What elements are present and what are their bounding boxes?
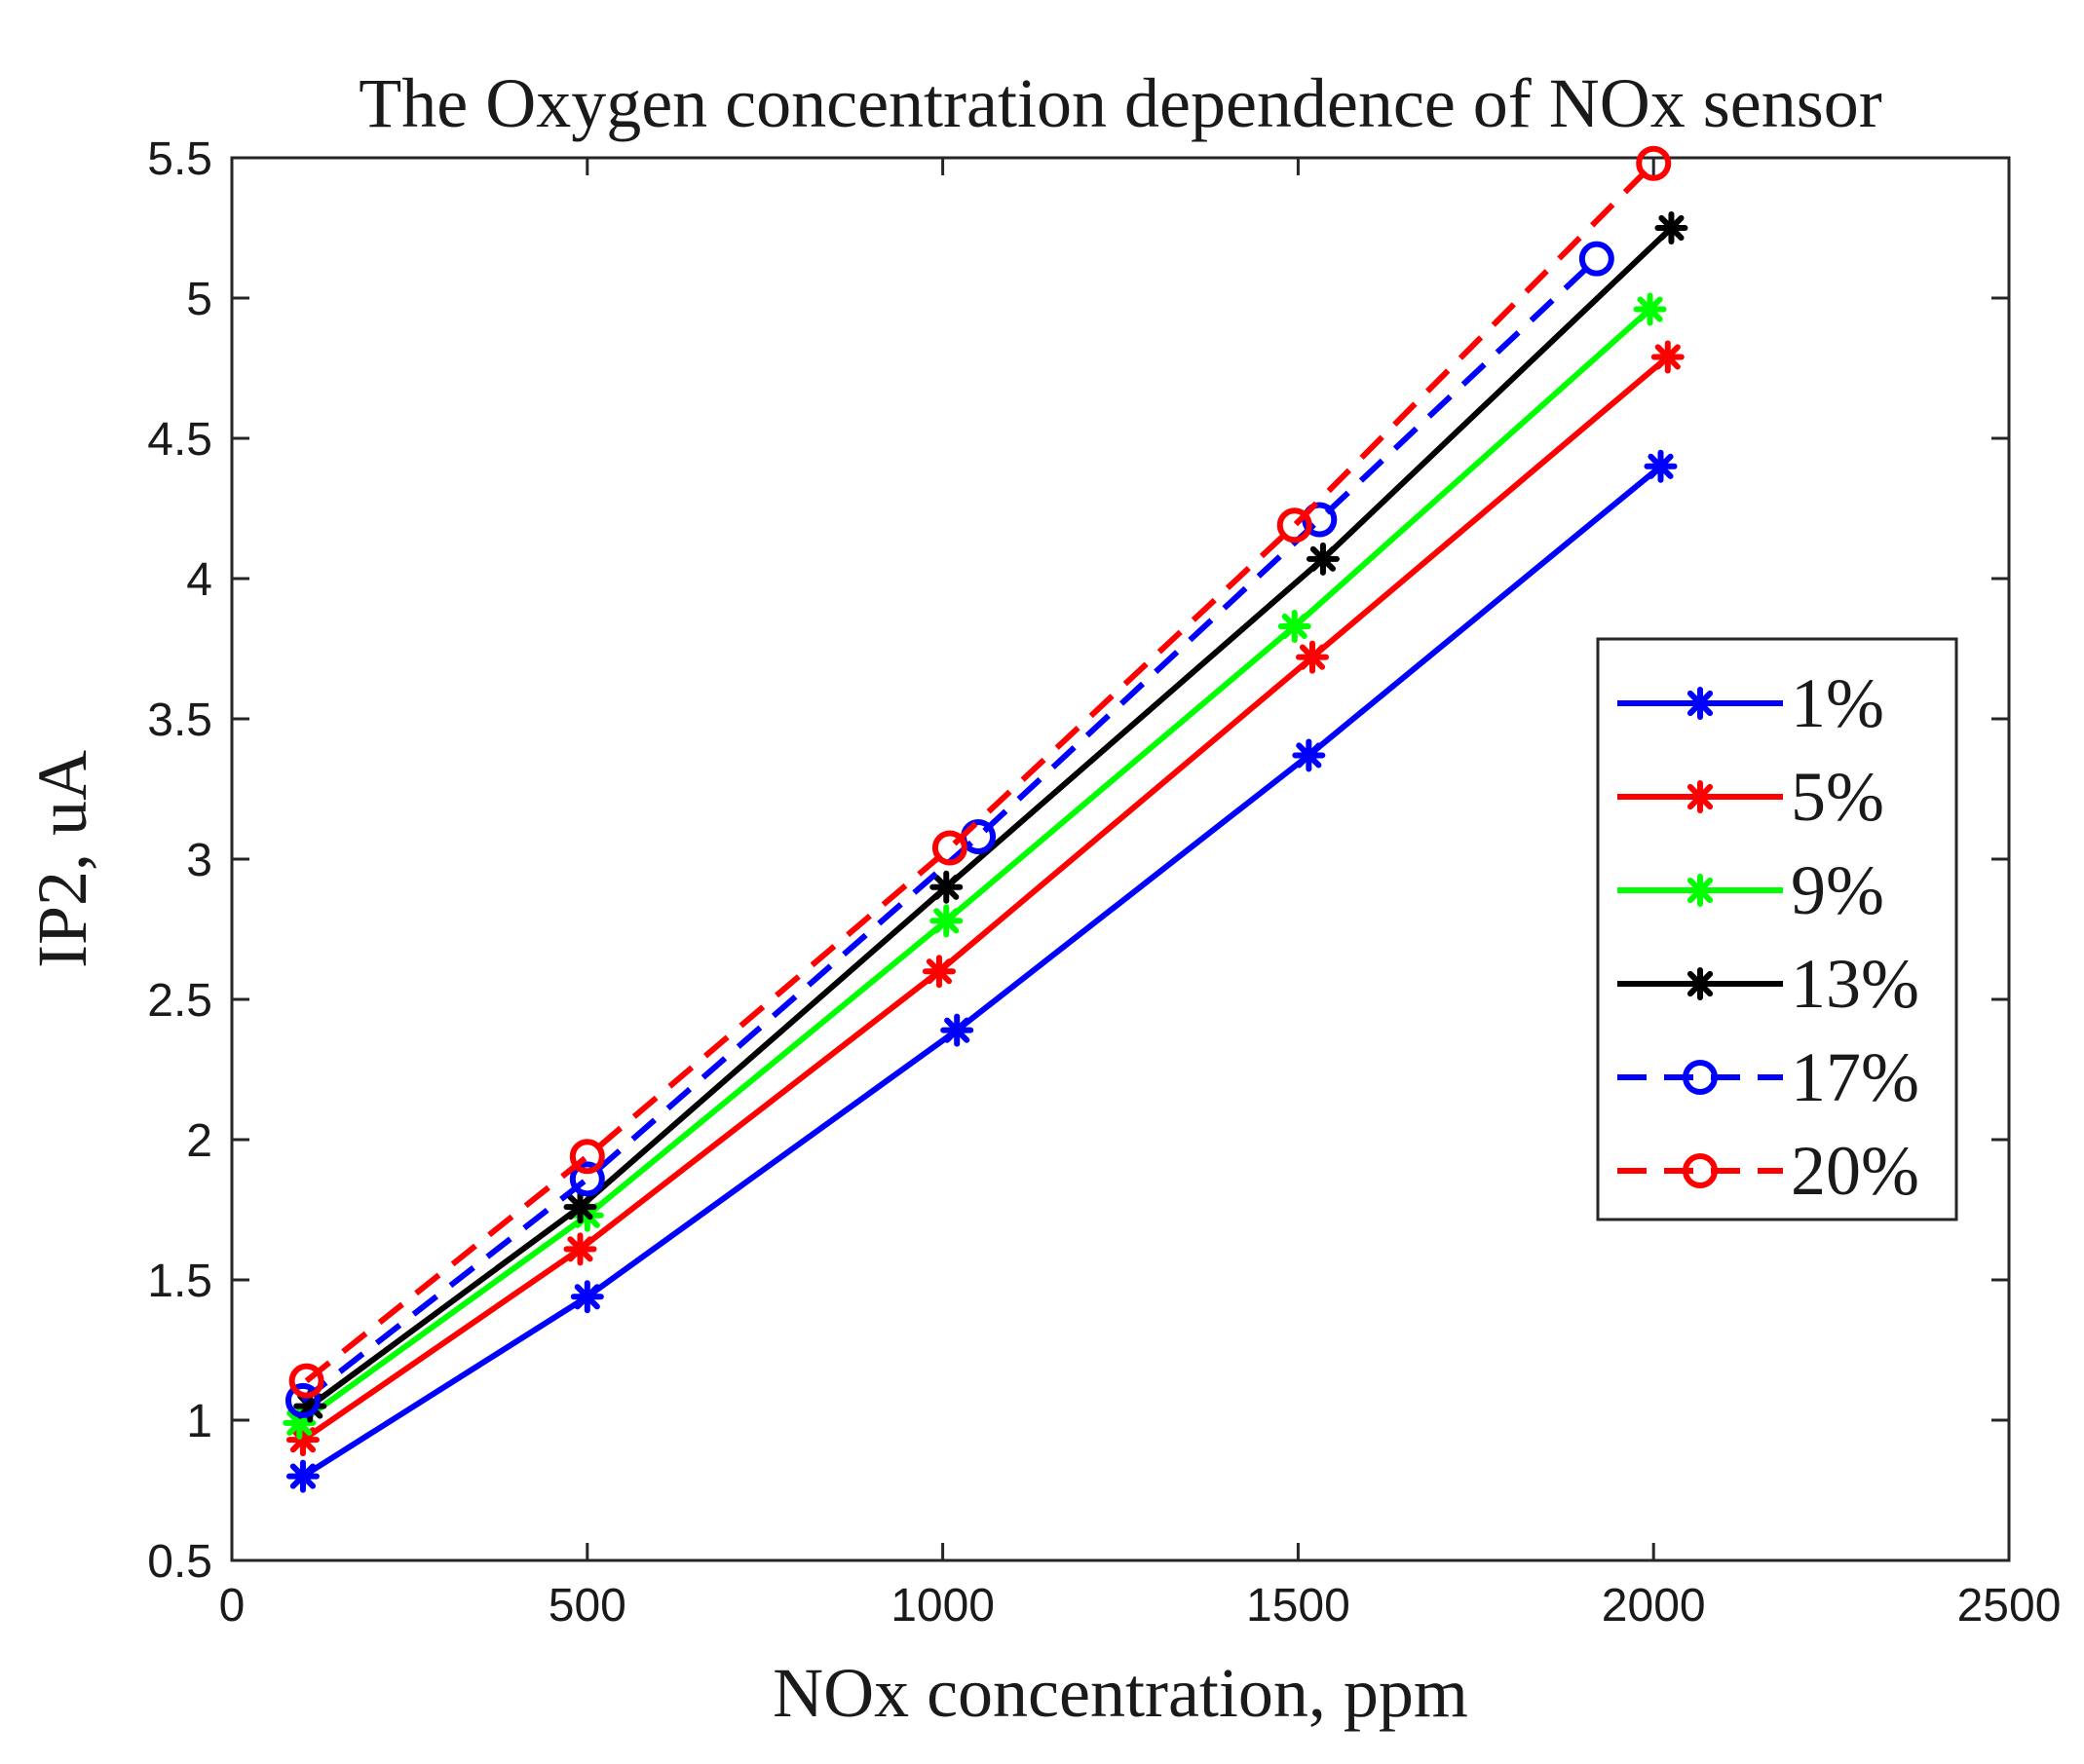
legend-box: [1596, 637, 1958, 1221]
y-tick-label: 1: [186, 1396, 212, 1447]
marker-stroke: [574, 1284, 600, 1310]
series-layer: [283, 145, 1688, 1493]
legend-item: 1%: [1617, 664, 1884, 742]
marker-stroke: [1648, 453, 1674, 479]
y-tick-label: 4.5: [147, 414, 212, 466]
series-1-pct: [285, 449, 1678, 1493]
marker-stroke: [289, 1463, 317, 1489]
y-tick-label: 5: [186, 274, 212, 325]
legend-marker: [1684, 687, 1717, 720]
y-tick-label: 1.5: [147, 1256, 212, 1307]
data-point: [1302, 502, 1338, 538]
data-point: [288, 1363, 324, 1399]
marker-stroke: [1686, 783, 1714, 810]
x-tick-label: 500: [549, 1580, 626, 1632]
marker-stroke: [1296, 742, 1322, 769]
marker-stroke: [933, 908, 960, 934]
marker-stroke: [1299, 644, 1326, 670]
data-point: [1277, 609, 1311, 643]
data-point: [1276, 507, 1312, 544]
data-point: [570, 1280, 604, 1314]
marker-stroke: [926, 958, 953, 985]
data-point: [285, 1459, 320, 1493]
y-tick-label: 2: [186, 1115, 212, 1167]
legend-items: 1% 5% 9% 13% 17% 20%: [1617, 664, 1919, 1210]
marker-stroke: [944, 1017, 970, 1043]
data-point: [1295, 640, 1329, 674]
legend: 1% 5% 9% 13% 17% 20%: [1596, 637, 1958, 1221]
y-tick-label: 2.5: [147, 975, 212, 1027]
data-point: [1650, 340, 1685, 374]
y-tick-label: 3: [186, 835, 212, 886]
marker-stroke: [1686, 877, 1714, 904]
legend-label: 17%: [1791, 1038, 1919, 1116]
x-axis-ticks: 0 500 1000 1500 2000 2500: [219, 158, 2062, 1632]
series-line: [304, 161, 1656, 1384]
legend-marker: [1684, 967, 1717, 1000]
data-point: [1292, 738, 1326, 772]
data-point: [1644, 449, 1678, 483]
data-point: [569, 1161, 605, 1197]
legend-item: 5%: [1617, 758, 1884, 836]
data-point: [940, 1013, 974, 1047]
series-5-pct: [285, 340, 1685, 1457]
data-point: [1636, 145, 1672, 181]
legend-item: 17%: [1617, 1038, 1919, 1116]
legend-label: 1%: [1791, 664, 1884, 742]
data-point: [563, 1190, 597, 1224]
legend-item: 20%: [1617, 1132, 1919, 1210]
legend-label: 20%: [1791, 1132, 1919, 1210]
y-tick-label: 0.5: [147, 1536, 212, 1588]
y-tick-label: 4: [186, 554, 212, 606]
x-tick-label: 0: [219, 1580, 246, 1632]
marker-stroke: [1654, 344, 1681, 370]
data-point: [1654, 211, 1688, 244]
data-point: [1306, 542, 1340, 576]
legend-marker: [1684, 874, 1717, 907]
y-axis-label: IP2, uA: [23, 750, 101, 968]
legend-marker: [1683, 1153, 1718, 1188]
marker-stroke: [933, 874, 960, 900]
legend-marker: [1683, 1060, 1718, 1095]
marker-stroke: [1309, 545, 1337, 572]
x-tick-label: 2500: [1957, 1580, 2062, 1632]
legend-label: 9%: [1791, 851, 1884, 929]
marker-stroke: [1658, 214, 1685, 242]
data-point: [931, 830, 967, 866]
data-point: [1578, 241, 1614, 277]
marker-stroke: [1281, 613, 1307, 640]
y-tick-label: 3.5: [147, 694, 212, 746]
data-point: [929, 904, 964, 938]
legend-item: 13%: [1617, 945, 1919, 1023]
marker-stroke: [567, 1236, 593, 1262]
y-tick-label: 5.5: [147, 133, 212, 185]
x-tick-label: 1500: [1246, 1580, 1350, 1632]
data-point: [922, 955, 956, 989]
series-line: [301, 256, 1599, 1404]
x-tick-label: 1000: [890, 1580, 995, 1632]
marker-stroke: [1637, 296, 1663, 322]
x-axis-label: NOx concentration, ppm: [773, 1654, 1468, 1732]
data-point: [284, 1382, 321, 1418]
y-axis-ticks: 0.5 1 1.5 2 2.5 3 3.5 4 4.5 5 5.5: [147, 133, 2009, 1588]
data-point: [569, 1139, 605, 1175]
data-point: [929, 870, 964, 904]
data-point: [1633, 292, 1667, 326]
chart-title: The Oxygen concentration dependence of N…: [359, 64, 1881, 142]
marker-stroke: [1686, 690, 1714, 717]
series-17-pct: [284, 241, 1614, 1418]
marker-stroke: [567, 1194, 593, 1220]
legend-label: 13%: [1791, 945, 1919, 1023]
legend-marker: [1684, 780, 1717, 813]
legend-label: 5%: [1791, 758, 1884, 836]
marker-stroke: [1686, 970, 1714, 997]
data-point: [563, 1232, 597, 1266]
legend-item: 9%: [1617, 851, 1884, 929]
x-tick-label: 2000: [1602, 1580, 1706, 1632]
series-20-pct: [288, 145, 1672, 1399]
series-13-pct: [293, 211, 1688, 1423]
